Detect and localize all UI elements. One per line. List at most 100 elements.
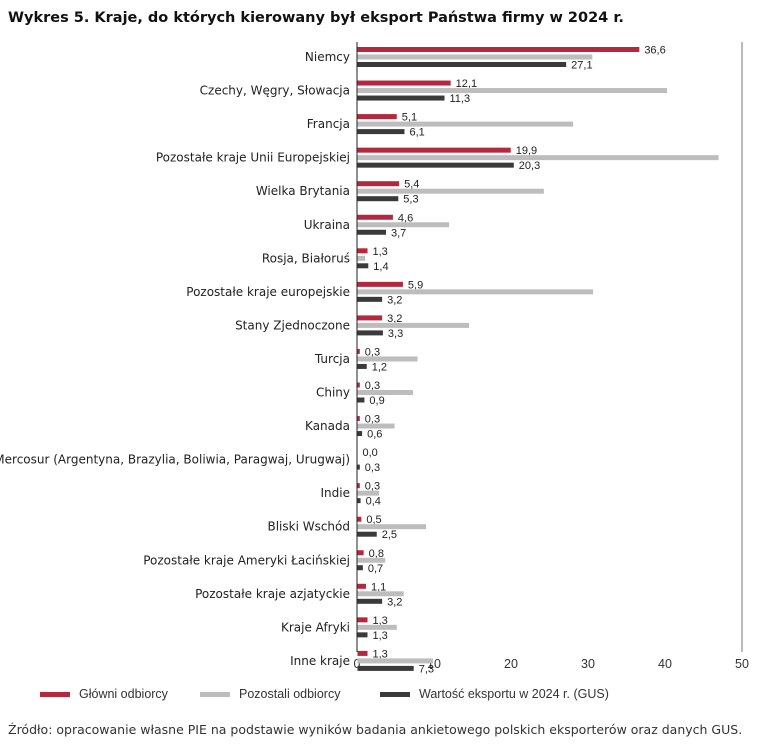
data-label: 5,1 bbox=[402, 112, 417, 124]
bar-pozostali bbox=[357, 658, 433, 664]
bar-pozostali bbox=[357, 591, 404, 597]
bar-gus bbox=[357, 632, 368, 638]
bar-gus bbox=[357, 431, 363, 437]
bar-pozostali bbox=[357, 390, 413, 395]
data-label: 5,4 bbox=[404, 179, 419, 191]
category-label: Bliski Wschód bbox=[267, 520, 350, 534]
legend-label-pozostali: Pozostali odbiorcy bbox=[239, 687, 341, 701]
data-label: 27,1 bbox=[571, 60, 592, 72]
bar-gus bbox=[357, 229, 386, 235]
bar-pozostali bbox=[357, 121, 574, 127]
bar-pozostali bbox=[357, 322, 470, 328]
data-label: 1,3 bbox=[373, 246, 388, 258]
legend-item-glowni: Główni odbiorcy bbox=[40, 687, 168, 701]
data-label: 1,1 bbox=[371, 581, 386, 593]
bar-gus bbox=[357, 296, 383, 302]
bar-glowni bbox=[357, 550, 364, 556]
legend-swatch-glowni bbox=[40, 691, 70, 697]
legend-label-gus: Wartość eksportu w 2024 r. (GUS) bbox=[419, 687, 609, 701]
category-label: Mercosur (Argentyna, Brazylia, Boliwia, … bbox=[0, 453, 350, 467]
bar-pozostali bbox=[357, 289, 594, 295]
bar-pozostali bbox=[357, 557, 386, 563]
bar-glowni bbox=[357, 583, 366, 589]
data-label: 4,6 bbox=[398, 212, 413, 224]
data-label: 19,9 bbox=[516, 145, 537, 157]
bar-glowni bbox=[357, 214, 393, 220]
category-label: Rosja, Białoruś bbox=[262, 251, 350, 265]
bar-gus bbox=[357, 397, 365, 403]
data-label: 3,7 bbox=[391, 227, 406, 239]
bar-gus bbox=[357, 129, 405, 135]
bar-gus bbox=[357, 531, 377, 537]
data-label: 5,3 bbox=[403, 194, 418, 206]
bar-gus bbox=[357, 464, 360, 470]
legend-swatch-gus bbox=[380, 691, 410, 697]
bar-gus bbox=[357, 598, 383, 604]
legend-item-pozostali: Pozostali odbiorcy bbox=[200, 687, 340, 701]
category-label: Ukraina bbox=[304, 218, 350, 232]
bar-pozostali bbox=[357, 624, 397, 630]
bar-gus bbox=[357, 95, 445, 101]
bar-glowni bbox=[357, 416, 360, 422]
category-label: Turcja bbox=[314, 352, 350, 366]
bar-glowni bbox=[357, 281, 403, 287]
bar-glowni bbox=[357, 80, 451, 86]
chart-title: Wykres 5. Kraje, do których kierowany by… bbox=[8, 10, 624, 26]
data-label: 0,9 bbox=[369, 395, 384, 407]
bar-gus bbox=[357, 162, 514, 168]
bar-gus bbox=[357, 263, 369, 269]
data-label: 11,3 bbox=[450, 93, 471, 105]
x-tick-label: 20 bbox=[504, 657, 518, 671]
legend: Główni odbiorcy Pozostali odbiorcy Warto… bbox=[40, 687, 760, 705]
data-label: 0,3 bbox=[365, 380, 380, 392]
data-label: 0,8 bbox=[369, 548, 384, 560]
data-label: 7,3 bbox=[419, 663, 434, 675]
data-label: 0,4 bbox=[366, 496, 381, 508]
data-label: 1,3 bbox=[373, 648, 388, 660]
bar-glowni bbox=[357, 348, 360, 354]
bar-pozostali bbox=[357, 222, 450, 228]
bar-pozostali bbox=[357, 88, 668, 94]
category-label: Pozostałe kraje Unii Europejskiej bbox=[156, 151, 350, 165]
bar-glowni bbox=[357, 248, 368, 254]
category-label: Stany Zjednoczone bbox=[235, 318, 350, 332]
bar-gus bbox=[357, 665, 414, 671]
data-label: 1,2 bbox=[372, 361, 387, 373]
bar-pozostali bbox=[357, 490, 380, 496]
data-label: 3,3 bbox=[388, 328, 403, 340]
bar-gus bbox=[357, 363, 367, 369]
bar-glowni bbox=[357, 47, 640, 52]
x-tick-label: 0 bbox=[354, 657, 361, 671]
data-label: 1,4 bbox=[373, 261, 388, 273]
bar-pozostali bbox=[357, 356, 418, 362]
data-label: 12,1 bbox=[456, 78, 477, 90]
data-label: 0,3 bbox=[365, 481, 380, 493]
data-label: 0,6 bbox=[367, 429, 382, 441]
bar-pozostali bbox=[357, 54, 593, 60]
data-label: 6,1 bbox=[409, 127, 424, 139]
legend-label-glowni: Główni odbiorcy bbox=[79, 687, 168, 701]
bar-glowni bbox=[357, 181, 400, 187]
data-label: 0,7 bbox=[368, 563, 383, 575]
source-note: Źródło: opracowanie własne PIE na podsta… bbox=[8, 722, 743, 737]
x-tick-label: 30 bbox=[581, 657, 595, 671]
data-label: 1,3 bbox=[373, 630, 388, 642]
data-label: 5,9 bbox=[408, 279, 423, 291]
category-label: Czechy, Węgry, Słowacja bbox=[200, 84, 350, 98]
bar-pozostali bbox=[357, 255, 366, 261]
category-label: Niemcy bbox=[305, 50, 350, 64]
category-label: Pozostałe kraje europejskie bbox=[186, 285, 350, 299]
data-label: 0,3 bbox=[365, 414, 380, 426]
category-label: Pozostałe kraje azjatyckie bbox=[195, 587, 350, 601]
bar-glowni bbox=[357, 315, 383, 321]
x-tick-label: 50 bbox=[735, 657, 749, 671]
category-label: Kanada bbox=[305, 419, 350, 433]
category-label: Pozostałe kraje Ameryki Łacińskiej bbox=[143, 553, 350, 567]
bar-gus bbox=[357, 330, 383, 336]
data-label: 0,3 bbox=[365, 346, 380, 358]
data-label: 1,3 bbox=[373, 615, 388, 627]
bar-glowni bbox=[357, 114, 397, 120]
bar-glowni bbox=[357, 516, 362, 522]
category-label: Indie bbox=[321, 486, 350, 500]
